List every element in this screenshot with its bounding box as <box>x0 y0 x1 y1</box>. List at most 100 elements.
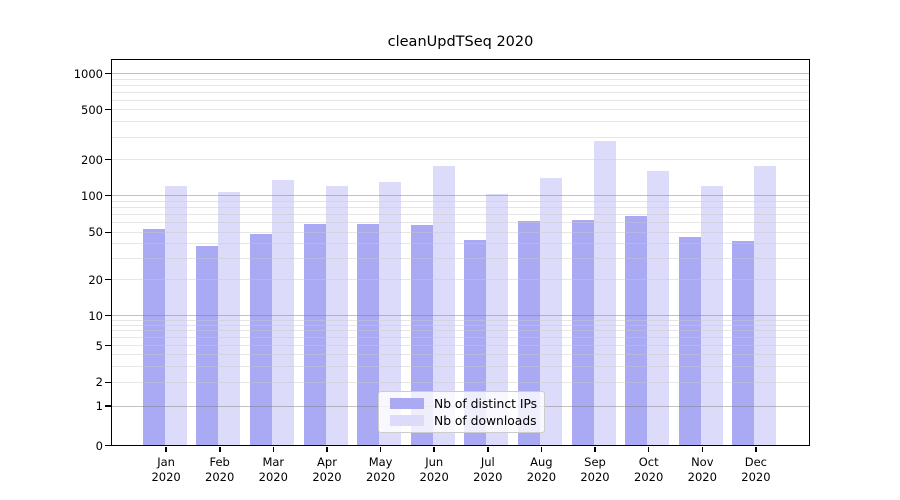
bar-nb-of-downloads-sep-2020 <box>593 140 616 445</box>
bar-nb-of-downloads-feb-2020 <box>218 192 241 445</box>
gridline-30 <box>112 258 809 260</box>
x-tick-oct-2020 <box>647 447 650 452</box>
gridline-20 <box>112 279 809 280</box>
gridline-6 <box>112 337 809 339</box>
chart-title: cleanUpdTSeq 2020 <box>387 34 534 50</box>
gridline-900 <box>112 78 809 80</box>
y-tick-label-10: 10 <box>88 308 103 323</box>
legend-label-downloads: Nb of downloads <box>434 413 537 428</box>
gridline-10 <box>112 315 809 316</box>
gridline-4 <box>112 354 809 355</box>
gridline-100 <box>112 195 809 196</box>
bar-nb-of-distinct-ips-feb-2020 <box>196 245 219 445</box>
y-tick-200 <box>105 158 111 161</box>
bar-nb-of-downloads-oct-2020 <box>647 171 670 445</box>
gridline-500 <box>112 109 809 110</box>
x-tick-label-jun-2020: Jun 2020 <box>419 454 449 485</box>
bar-nb-of-distinct-ips-jun-2020 <box>410 224 433 445</box>
gridline-50 <box>112 231 809 233</box>
bar-nb-of-distinct-ips-mar-2020 <box>249 233 272 445</box>
bar-nb-of-downloads-dec-2020 <box>754 165 777 445</box>
x-tick-label-nov-2020: Nov 2020 <box>687 454 717 485</box>
bar-nb-of-distinct-ips-sep-2020 <box>571 220 594 445</box>
gridline-800 <box>112 84 809 86</box>
bar-nb-of-downloads-aug-2020 <box>539 177 562 445</box>
x-tick-nov-2020 <box>701 447 703 452</box>
y-tick-10 <box>105 314 111 317</box>
x-tick-label-mar-2020: Mar 2020 <box>258 454 288 485</box>
bar-nb-of-downloads-jul-2020 <box>486 194 509 445</box>
y-tick-label-5: 5 <box>95 338 103 353</box>
bar-nb-of-downloads-may-2020 <box>379 182 402 445</box>
gridline-60 <box>112 222 809 223</box>
legend-swatch-distinct-ips <box>390 398 424 409</box>
x-tick-mar-2020 <box>272 447 275 452</box>
x-tick-dec-2020 <box>755 447 757 452</box>
x-tick-label-feb-2020: Feb 2020 <box>205 454 235 485</box>
y-tick-500 <box>105 108 111 111</box>
gridline-1000 <box>112 73 809 74</box>
bar-nb-of-distinct-ips-nov-2020 <box>678 237 701 445</box>
gridline-80 <box>112 206 809 208</box>
bar-nb-of-distinct-ips-oct-2020 <box>625 216 648 445</box>
y-tick-label-200: 200 <box>81 152 103 167</box>
x-tick-jul-2020 <box>487 447 489 452</box>
gridline-400 <box>112 121 809 123</box>
gridline-5 <box>112 345 809 346</box>
gridline-600 <box>112 99 809 101</box>
x-tick-label-sep-2020: Sep 2020 <box>580 454 610 485</box>
legend: Nb of distinct IPs Nb of downloads <box>378 391 545 433</box>
gridline-40 <box>112 243 809 245</box>
gridline-9 <box>112 319 809 321</box>
bar-nb-of-downloads-apr-2020 <box>325 186 348 445</box>
bar-nb-of-distinct-ips-aug-2020 <box>517 221 540 445</box>
x-tick-aug-2020 <box>540 447 543 452</box>
y-tick-label-1000: 1000 <box>73 66 103 81</box>
bar-nb-of-downloads-jun-2020 <box>432 166 455 445</box>
gridline-2 <box>112 381 809 383</box>
gridline-300 <box>112 136 809 138</box>
y-tick-label-100: 100 <box>81 188 103 203</box>
legend-label-distinct-ips: Nb of distinct IPs <box>434 396 538 411</box>
x-tick-feb-2020 <box>219 447 221 452</box>
plot-area <box>111 59 810 446</box>
bar-nb-of-downloads-nov-2020 <box>700 186 723 445</box>
gridline-90 <box>112 200 809 202</box>
y-tick-label-50: 50 <box>88 225 103 240</box>
x-tick-label-apr-2020: Apr 2020 <box>312 454 342 485</box>
gridline-200 <box>112 159 809 160</box>
y-tick-1000 <box>105 72 111 75</box>
x-tick-label-jul-2020: Jul 2020 <box>473 454 503 485</box>
bar-nb-of-distinct-ips-may-2020 <box>357 223 380 445</box>
bar-nb-of-downloads-mar-2020 <box>271 180 294 445</box>
y-tick-100 <box>105 194 111 197</box>
bar-nb-of-downloads-jan-2020 <box>164 185 187 445</box>
y-tick-label-1: 1 <box>95 399 103 414</box>
x-tick-jun-2020 <box>433 447 435 452</box>
x-tick-sep-2020 <box>594 447 596 452</box>
legend-item-downloads: Nb of downloads <box>390 414 544 428</box>
y-tick-0 <box>105 444 111 447</box>
legend-swatch-downloads <box>390 415 424 426</box>
bar-nb-of-distinct-ips-apr-2020 <box>303 223 326 445</box>
y-tick-5 <box>105 344 111 347</box>
x-tick-label-jan-2020: Jan 2020 <box>151 454 181 485</box>
y-tick-label-0: 0 <box>95 438 103 453</box>
x-tick-label-aug-2020: Aug 2020 <box>526 454 557 485</box>
y-tick-2 <box>105 381 111 383</box>
y-tick-20 <box>105 278 111 281</box>
bar-nb-of-distinct-ips-dec-2020 <box>732 240 755 445</box>
gridline-3 <box>112 365 809 367</box>
y-tick-1 <box>105 405 111 407</box>
x-tick-label-dec-2020: Dec 2020 <box>741 454 771 485</box>
bar-nb-of-distinct-ips-jan-2020 <box>142 228 165 445</box>
x-tick-label-oct-2020: Oct 2020 <box>634 454 664 485</box>
y-tick-label-20: 20 <box>88 272 103 287</box>
y-tick-label-2: 2 <box>95 375 103 390</box>
legend-item-distinct-ips: Nb of distinct IPs <box>390 397 544 411</box>
y-tick-label-500: 500 <box>81 102 103 117</box>
gridline-7 <box>112 330 809 332</box>
y-tick-50 <box>105 231 111 233</box>
gridline-8 <box>112 324 809 326</box>
